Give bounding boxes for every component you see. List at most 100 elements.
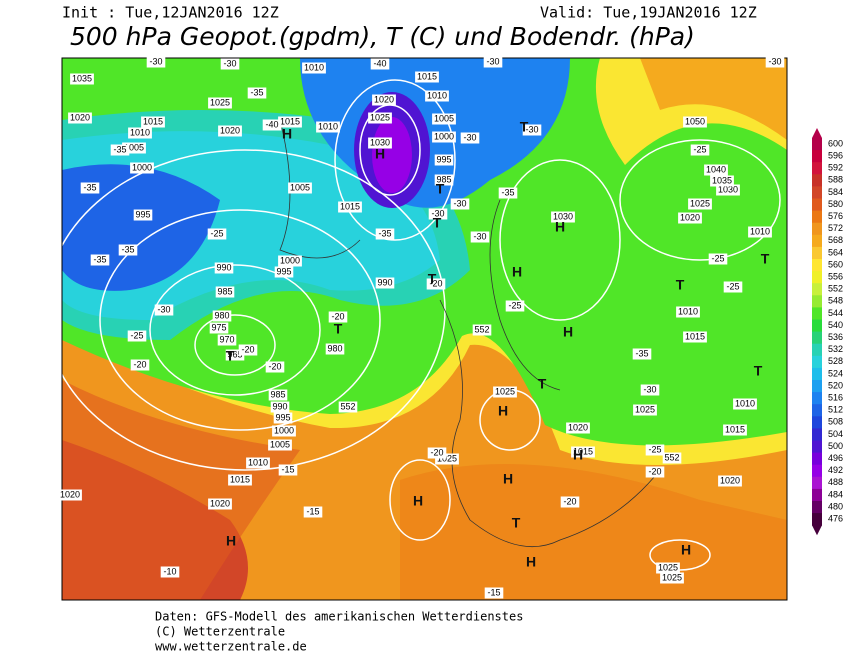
colorbar-swatch [812, 513, 822, 526]
colorbar-label: 568 [828, 235, 843, 245]
temperature-label-bg [484, 587, 504, 599]
isobar-label-bg [683, 116, 707, 128]
temperature-label-bg [130, 359, 150, 371]
isobar-label-bg [432, 113, 456, 125]
isobar-label-bg [225, 349, 245, 361]
temperature-label-bg [640, 384, 660, 396]
temperature-label: -30 [453, 198, 466, 208]
colorbar-swatch [812, 501, 822, 514]
colorbar-label: 536 [828, 332, 843, 342]
isobar-label-bg [122, 142, 146, 154]
isobar-label-bg [70, 73, 94, 85]
valid-time: Valid: Tue,19JAN2016 12Z [540, 4, 757, 22]
colorbar-swatch [812, 488, 822, 502]
isobar-label: 965 [227, 349, 242, 359]
isobar-label: 975 [211, 322, 226, 332]
isobar-label: 1010 [130, 127, 150, 137]
isobar-label: 1000 [280, 255, 300, 265]
temperature-label: -25 [508, 300, 521, 310]
colorbar-label: 484 [828, 489, 843, 499]
colorbar-swatch [812, 440, 822, 454]
isobar-label-bg [678, 212, 702, 224]
footer-url: www.wetterzentrale.de [155, 640, 307, 654]
colorbar-swatch [812, 186, 822, 199]
isobar-label: 1015 [573, 446, 593, 456]
isobar-label: 1020 [374, 94, 394, 104]
pressure-center: H [681, 542, 691, 558]
temperature-label: -30 [431, 208, 444, 218]
isobar-label: 1030 [718, 184, 738, 194]
pressure-center: H [375, 146, 385, 162]
temperature-label-bg [370, 58, 390, 70]
colorbar-label: 588 [828, 175, 843, 185]
isobar-label-bg [372, 94, 396, 106]
pressure-center: H [282, 126, 292, 142]
pressure-center: T [754, 363, 763, 379]
colorbar-label: 476 [828, 514, 843, 524]
colorbar-label: 576 [828, 211, 843, 221]
init-time: Init : Tue,12JAN2016 12Z [62, 4, 279, 22]
isobar-label: 1015 [280, 116, 300, 126]
pressure-center: T [226, 348, 235, 364]
temperature-label-bg [265, 361, 285, 373]
colorbar-swatch [812, 222, 822, 236]
colorbar-swatch [812, 150, 822, 163]
temperature-label: -35 [93, 254, 106, 264]
colorbar-swatch [812, 416, 822, 429]
map-title: 500 hPa Geopot.(gpdm), T (C) und Bodendr… [70, 22, 695, 51]
isobar-label-bg [375, 277, 395, 289]
isobar-label-bg [272, 425, 296, 437]
isobar-label: 1000 [132, 162, 152, 172]
isobar-label-bg [268, 439, 292, 451]
colorbar-label: 564 [828, 247, 843, 257]
isobar-label-bg [268, 389, 288, 401]
temperature-label: -20 [331, 311, 344, 321]
colorbar: 600 596 592 588 584 580 576 572 568 564 560 556 552 5… [812, 128, 843, 536]
isobar-label: 1005 [434, 113, 454, 123]
temperature-label: -35 [121, 244, 134, 254]
isobar-label: 1005 [290, 182, 310, 192]
temperature-label: -35 [250, 87, 263, 97]
temperature-label-bg [632, 348, 652, 360]
colorbar-swatch [812, 476, 822, 490]
pressure-center: H [563, 324, 573, 340]
colorbar-swatch [812, 355, 822, 369]
temperature-label: -25 [210, 228, 223, 238]
isobar-label: 1010 [678, 306, 698, 316]
isobar-label-bg [214, 262, 234, 274]
field-purple2 [372, 117, 412, 193]
isobar-label: 1010 [248, 457, 268, 467]
isobar-label-bg [278, 116, 302, 128]
colorbar-swatch [812, 343, 822, 357]
geopotential-label: 552 [340, 401, 355, 411]
temperature-label: -15 [487, 587, 500, 597]
isobar-label: 1035 [712, 175, 732, 185]
pressure-center: T [436, 181, 445, 197]
geopotential-label: 552 [664, 452, 679, 462]
colorbar-swatch [812, 367, 822, 381]
isobar-label-bg [133, 209, 153, 221]
isobar-label: 1050 [685, 116, 705, 126]
geopotential-label: 552 [474, 324, 489, 334]
isobar-label: 1000 [274, 425, 294, 435]
colorbar-swatch [812, 198, 822, 212]
temperature-label-bg [560, 496, 580, 508]
isobar-label: 1040 [706, 164, 726, 174]
temperature-label-bg [645, 466, 665, 478]
isobar-label-bg [368, 137, 392, 149]
isobar-label: 995 [436, 154, 451, 164]
isobar-label-bg [434, 174, 454, 186]
temperature-label-bg [426, 278, 446, 290]
temperature-label-bg [522, 124, 542, 136]
isobar-label: 980 [327, 343, 342, 353]
isobar-label: 995 [135, 209, 150, 219]
colorbar-swatch [812, 234, 822, 248]
colorbar-label: 548 [828, 296, 843, 306]
isobar-label-bg [368, 112, 392, 124]
temperature-label-bg [708, 253, 728, 265]
temperature-label-bg [498, 187, 518, 199]
isobar-label-bg [58, 489, 82, 501]
colorbar-label: 508 [828, 417, 843, 427]
isobar-label-bg [716, 184, 740, 196]
